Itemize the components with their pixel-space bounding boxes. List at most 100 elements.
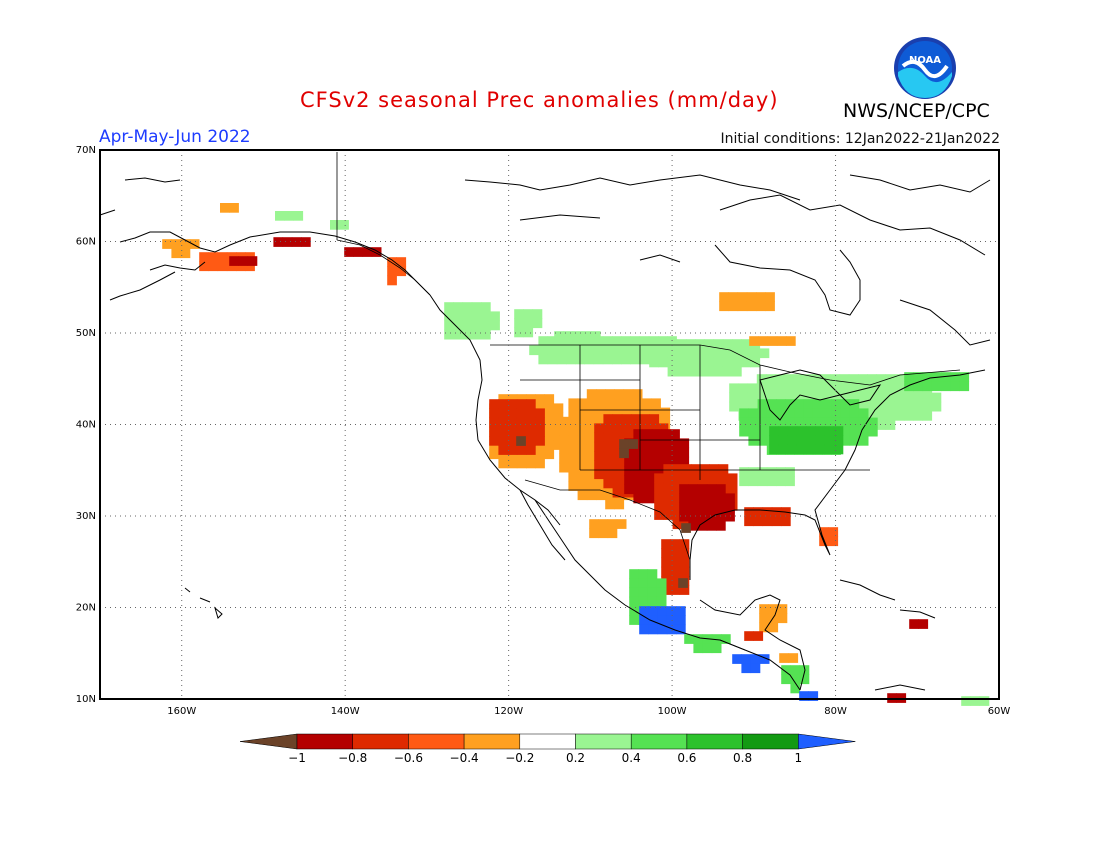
anomaly-cell (858, 374, 868, 384)
anomaly-cell (722, 339, 733, 349)
anomaly-cell (498, 408, 509, 419)
anomaly-cell (489, 449, 499, 460)
anomaly-cell (577, 426, 588, 436)
anomaly-cell (788, 653, 799, 663)
anomaly-cell (931, 392, 942, 403)
anomaly-cell (471, 320, 482, 331)
anomaly-cell (666, 606, 677, 616)
anomaly-cell (591, 331, 601, 341)
anomaly-cell (507, 436, 518, 446)
anomaly-cell (656, 578, 667, 589)
anomaly-cell (775, 374, 785, 384)
anomaly-cell (894, 411, 905, 421)
anomaly-cell (490, 311, 500, 322)
anomaly-cell (594, 441, 604, 452)
anomaly-cell (806, 426, 816, 436)
anomaly-cell (922, 372, 933, 382)
anomaly-cell (756, 292, 766, 302)
anomaly-cell (894, 392, 905, 403)
anomaly-cell (603, 414, 614, 424)
anomaly-cell (612, 414, 623, 424)
anomaly-cell (732, 357, 742, 368)
anomaly-cell (728, 292, 739, 302)
anomaly-cell (709, 464, 720, 474)
anomaly-cell (784, 392, 795, 403)
anomaly-cell (781, 665, 791, 675)
anomaly-cell (489, 436, 499, 446)
anomaly-cell (704, 366, 715, 377)
anomaly-cell (507, 445, 518, 455)
anomaly-cell (828, 527, 839, 537)
anomaly-cell (619, 439, 629, 449)
anomaly-cell (624, 484, 634, 495)
anomaly-cell (794, 399, 805, 409)
anomaly-cell (553, 403, 564, 414)
anomaly-cell (301, 237, 311, 247)
anomaly-cell (559, 416, 569, 427)
anomaly-cell (700, 473, 710, 484)
anomaly-cell (727, 482, 738, 493)
anomaly-cell (794, 408, 805, 419)
anomaly-cell (753, 507, 764, 517)
anomaly-cell (532, 318, 543, 329)
anomaly-cell (732, 366, 742, 377)
colorbar-label: 0.4 (622, 751, 641, 765)
anomaly-cell (489, 417, 499, 428)
anomaly-cell (444, 302, 454, 312)
anomaly-cell (812, 408, 823, 419)
anomaly-cell (660, 416, 671, 427)
anomaly-cell (771, 516, 782, 527)
anomaly-cell (839, 392, 850, 403)
anomaly-cell (722, 357, 733, 368)
anomaly-cell (840, 408, 851, 419)
anomaly-cell (741, 339, 751, 349)
anomaly-cell (647, 596, 658, 607)
anomaly-cell (526, 458, 536, 469)
anomaly-cell (748, 436, 759, 446)
anomaly-cell (803, 417, 814, 428)
anomaly-cell (663, 473, 674, 484)
anomaly-cell (586, 472, 597, 482)
anomaly-cell (759, 348, 770, 359)
anomaly-cell (824, 444, 835, 455)
anomaly-cell (672, 482, 683, 493)
anomaly-cell (621, 423, 632, 434)
anomaly-cell (679, 438, 690, 449)
anomaly-cell (885, 401, 896, 412)
anomaly-cell (697, 493, 708, 504)
anomaly-cell (629, 578, 639, 589)
anomaly-cell (566, 345, 576, 356)
anomaly-cell (766, 476, 777, 487)
anomaly-cell (602, 336, 613, 346)
anomaly-cell (220, 203, 230, 213)
anomaly-cell (799, 665, 810, 675)
anomaly-cell (849, 426, 860, 437)
anomaly-cell (607, 519, 618, 529)
anomaly-cell (498, 417, 509, 428)
anomaly-cell (913, 411, 923, 421)
anomaly-cell (586, 416, 597, 427)
lat-tick-label: 40N (76, 420, 96, 431)
anomaly-cell (629, 587, 639, 598)
anomaly-cell (171, 248, 182, 259)
anomaly-cell (535, 458, 545, 469)
anomaly-cell (688, 502, 699, 513)
anomaly-cell (629, 596, 639, 607)
anomaly-cell (766, 374, 776, 384)
anomaly-cell (663, 491, 674, 502)
lat-tick-label: 60N (76, 237, 96, 248)
anomaly-cell (691, 464, 701, 474)
anomaly-cell (876, 392, 887, 403)
lon-tick-label: 100W (658, 706, 687, 717)
anomaly-cell (639, 624, 649, 635)
anomaly-cell (284, 211, 294, 221)
anomaly-cell (778, 444, 789, 455)
anomaly-cell (762, 516, 773, 527)
anomaly-cell (922, 411, 933, 421)
anomaly-cell (535, 403, 545, 414)
anomaly-cell (858, 417, 869, 428)
anomaly-cell (498, 445, 509, 455)
anomaly-cell (535, 449, 545, 460)
anomaly-cell (544, 440, 555, 450)
anomaly-cell (639, 615, 649, 626)
